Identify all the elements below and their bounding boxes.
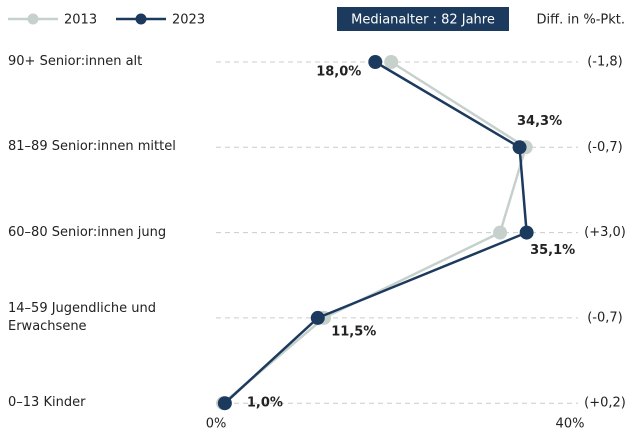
diff-label: (+0,2) [584, 396, 626, 411]
legend-marker [135, 13, 147, 25]
data-label: 35,1% [530, 243, 575, 258]
legend-label: 2023 [172, 13, 205, 28]
category-label: 81–89 Senior:innen mittel [8, 139, 176, 155]
data-label: 34,3% [517, 114, 562, 129]
badge: Medianalter : 82 Jahre [351, 13, 495, 28]
point [217, 396, 232, 411]
diff-label: (-0,7) [587, 140, 623, 155]
point [519, 225, 534, 240]
data-label: 11,5% [331, 324, 376, 339]
diff-label: (-1,8) [587, 55, 623, 70]
badge-box [337, 7, 509, 31]
point [512, 140, 527, 155]
data-label: 18,0% [316, 65, 361, 80]
diff-label: (+3,0) [584, 225, 626, 240]
x-tick-label: 40% [556, 417, 585, 432]
point [384, 55, 399, 69]
diff-label: (-0,7) [587, 310, 623, 325]
point [310, 310, 325, 325]
category-label: 60–80 Senior:innen jung [8, 224, 167, 240]
category-label: 90+ Senior:innen alt [8, 54, 143, 69]
x-tick-label: 0% [206, 417, 227, 432]
data-label: 1,0% [247, 396, 283, 411]
category-label: 0–13 Kinder [8, 395, 86, 411]
diff-title: Diff. in %-Pkt. [537, 13, 625, 28]
legend-label: 2013 [64, 13, 97, 28]
category-label: 14–59 Jugendliche und Erwachsene [8, 300, 157, 334]
legend-marker [27, 13, 39, 25]
point [493, 225, 508, 240]
point [368, 55, 383, 69]
